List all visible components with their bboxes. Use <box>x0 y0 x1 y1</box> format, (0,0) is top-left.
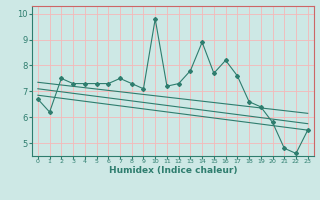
X-axis label: Humidex (Indice chaleur): Humidex (Indice chaleur) <box>108 166 237 175</box>
